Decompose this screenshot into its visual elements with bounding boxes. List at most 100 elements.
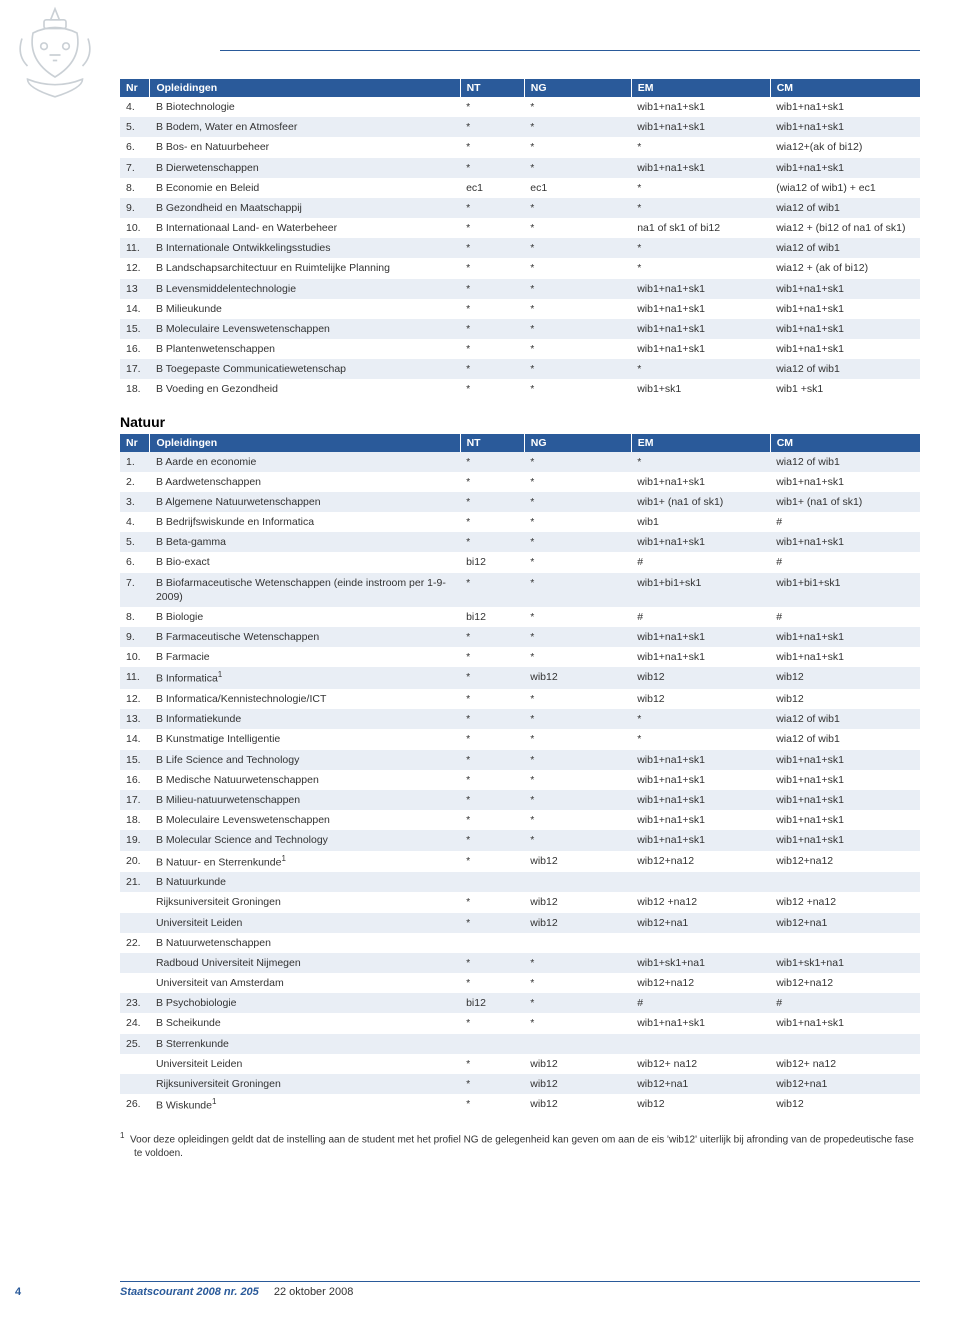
table-cell: bi12 [460,607,524,627]
table-cell: wib1+ (na1 of sk1) [770,492,920,512]
table-cell: wib1+sk1+na1 [770,953,920,973]
table-cell: 22. [120,933,150,953]
table-cell: B Landschapsarchitectuur en Ruimtelijke … [150,258,460,278]
table-cell: 8. [120,607,150,627]
table-cell: 14. [120,299,150,319]
table-cell: B Gezondheid en Maatschappij [150,198,460,218]
table-cell: B Milieu-natuurwetenschappen [150,790,460,810]
table-cell [524,1034,631,1054]
table-cell: * [460,137,524,157]
table-cell: * [631,359,770,379]
table-cell: B Dierwetenschappen [150,158,460,178]
table-cell: wib1 +sk1 [770,379,920,399]
table-cell: # [631,552,770,572]
th-ng: NG [524,434,631,452]
table-cell: 9. [120,198,150,218]
table-cell: B Moleculaire Levenswetenschappen [150,810,460,830]
table-cell: 5. [120,532,150,552]
footnote-marker: 1 [120,1131,124,1140]
table-row: 20.B Natuur- en Sterrenkunde1*wib12wib12… [120,851,920,873]
table-cell: wib12 [524,851,631,873]
table-cell: 10. [120,218,150,238]
table-row: 12.B Informatica/Kennistechnologie/ICT**… [120,689,920,709]
table-cell: * [460,750,524,770]
table-cell: 24. [120,1013,150,1033]
table-row: 9.B Gezondheid en Maatschappij***wia12 o… [120,198,920,218]
table-cell: wib12+na12 [631,973,770,993]
table-cell: * [524,512,631,532]
table-cell: * [460,709,524,729]
table-cell: # [770,552,920,572]
table-cell: wib1+na1+sk1 [770,790,920,810]
table-cell: * [460,472,524,492]
table-row: 18.B Moleculaire Levenswetenschappen**wi… [120,810,920,830]
opleidingen-table-2: Nr Opleidingen NT NG EM CM 1.B Aarde en … [120,434,920,1116]
table-cell: * [524,573,631,607]
table-cell: B Farmaceutische Wetenschappen [150,627,460,647]
table-row: 7.B Biofarmaceutische Wetenschappen (ein… [120,573,920,607]
table-cell: wib12+na1 [770,1074,920,1094]
table-cell: * [524,830,631,850]
table-cell: B Beta-gamma [150,532,460,552]
table-cell: * [524,279,631,299]
table-row: 13B Levensmiddelentechnologie**wib1+na1+… [120,279,920,299]
table-cell: B Bedrijfswiskunde en Informatica [150,512,460,532]
table-cell: wib1+na1+sk1 [631,647,770,667]
table-cell: 10. [120,647,150,667]
table-cell: B Bos- en Natuurbeheer [150,137,460,157]
th-cm: CM [770,434,920,452]
table-cell: bi12 [460,993,524,1013]
table-cell: * [460,319,524,339]
table-cell: # [631,607,770,627]
table-cell: * [460,973,524,993]
table-cell: * [460,647,524,667]
footnote-ref: 1 [281,854,285,863]
table-cell: # [770,512,920,532]
table-cell: B Farmacie [150,647,460,667]
table-cell: * [460,1094,524,1116]
table-cell: * [460,117,524,137]
table-row: 6.B Bio-exactbi12*## [120,552,920,572]
table-cell: B Internationale Ontwikkelingsstudies [150,238,460,258]
table-cell: Rijksuniversiteit Groningen [150,892,460,912]
table-cell: wia12 + (ak of bi12) [770,258,920,278]
table-cell: 20. [120,851,150,873]
page-footer: 4 Staatscourant 2008 nr. 205 22 oktober … [120,1281,920,1298]
table-cell: * [631,258,770,278]
table-cell [524,933,631,953]
table-cell: * [460,339,524,359]
table-cell: * [524,810,631,830]
table-cell: wia12 of wib1 [770,198,920,218]
table-cell: wia12 of wib1 [770,729,920,749]
table-cell: B Biologie [150,607,460,627]
table-cell: wib1+na1+sk1 [631,279,770,299]
footnote-ref: 1 [218,670,222,679]
table-cell: wib12+na12 [770,973,920,993]
th-nt: NT [460,79,524,97]
table-row: 24.B Scheikunde**wib1+na1+sk1wib1+na1+sk… [120,1013,920,1033]
table-cell [460,872,524,892]
table-cell: 26. [120,1094,150,1116]
table-cell: * [631,178,770,198]
table-cell: 13. [120,709,150,729]
table-cell: (wia12 of wib1) + ec1 [770,178,920,198]
table-cell: * [524,379,631,399]
table-cell: wib1+na1+sk1 [631,532,770,552]
table-cell: 5. [120,117,150,137]
table-cell: * [460,573,524,607]
table-cell: wib12+na12 [770,851,920,873]
table-cell: * [460,97,524,117]
table-cell: * [460,452,524,472]
table-cell [524,872,631,892]
table-cell: wia12+(ak of bi12) [770,137,920,157]
table-row: 23.B Psychobiologiebi12*## [120,993,920,1013]
table-cell: * [460,198,524,218]
table-cell: 19. [120,830,150,850]
table-row: 11.B Internationale Ontwikkelingsstudies… [120,238,920,258]
table-row: 2.B Aardwetenschappen**wib1+na1+sk1wib1+… [120,472,920,492]
th-nr: Nr [120,434,150,452]
table-row: 10.B Internationaal Land- en Waterbeheer… [120,218,920,238]
table-cell: Universiteit van Amsterdam [150,973,460,993]
publication-date: 22 oktober 2008 [274,1286,354,1298]
table-cell: * [460,729,524,749]
